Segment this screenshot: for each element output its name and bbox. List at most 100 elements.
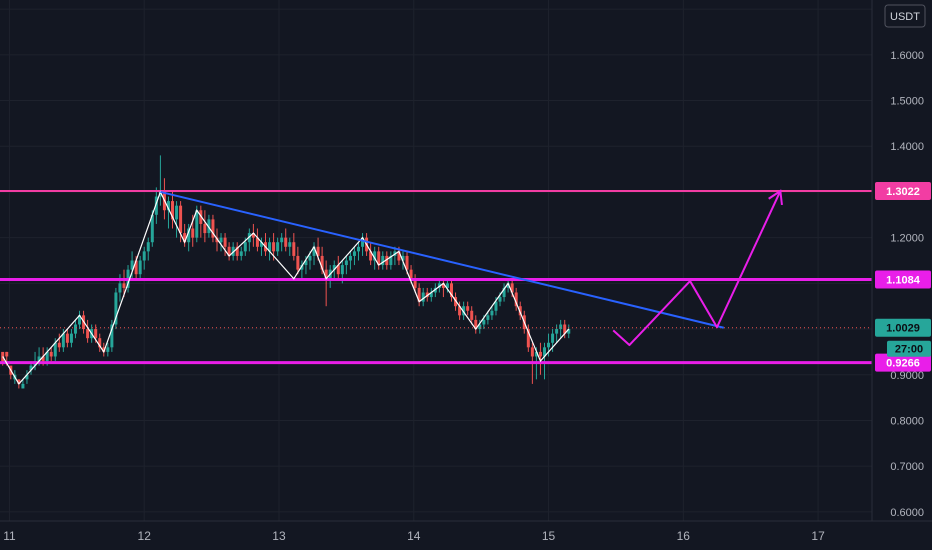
- level-price-label: 0.9266: [886, 358, 920, 370]
- candle: [284, 228, 288, 252]
- candle: [559, 319, 563, 339]
- x-tick-label: 16: [677, 529, 691, 543]
- candle: [441, 278, 445, 298]
- price-axis[interactable]: 0.60000.70000.80000.90001.00001.10001.20…: [871, 0, 932, 526]
- current-price-tag: [875, 318, 931, 337]
- candle-body: [94, 329, 98, 339]
- candle: [449, 278, 453, 302]
- candle-body: [37, 356, 41, 362]
- candle-body: [377, 251, 381, 266]
- candle-body: [21, 383, 25, 389]
- candle: [219, 233, 223, 252]
- x-tick-label: 17: [811, 529, 825, 543]
- candle: [389, 251, 393, 270]
- candle: [21, 379, 25, 389]
- candle-body: [449, 283, 453, 298]
- candle-body: [146, 242, 150, 252]
- candle-body: [490, 310, 494, 316]
- candle-body: [510, 283, 514, 293]
- level-price-tag: [875, 270, 931, 289]
- candle-body: [542, 347, 546, 357]
- candle: [69, 329, 73, 348]
- candle-body: [187, 228, 191, 243]
- candle: [203, 210, 207, 243]
- level-price-label: 1.1084: [886, 275, 921, 287]
- candle-body: [114, 292, 118, 325]
- candle-body: [251, 233, 255, 238]
- candle-body: [458, 306, 462, 316]
- candle-body: [134, 260, 138, 275]
- candle: [146, 237, 150, 261]
- quote-unit-box[interactable]: USDT: [884, 4, 926, 28]
- candle-body: [65, 333, 69, 343]
- candle: [211, 214, 215, 243]
- x-tick-label: 15: [542, 529, 556, 543]
- candle: [25, 370, 29, 384]
- candle: [187, 223, 191, 252]
- zigzag-line[interactable]: [2, 190, 570, 385]
- candle-body: [106, 347, 110, 352]
- y-tick-label: 0.8000: [890, 415, 924, 427]
- candle-body: [207, 219, 211, 234]
- candle-body: [272, 242, 276, 252]
- time-axis[interactable]: 11 12 13 14 15 16 17: [0, 520, 932, 550]
- candle: [207, 214, 211, 238]
- candle: [179, 201, 183, 243]
- candle-body: [361, 237, 365, 247]
- candle: [421, 287, 425, 307]
- candle-body: [470, 310, 474, 320]
- candle-body: [425, 292, 429, 298]
- candle: [227, 242, 231, 261]
- candle: [130, 251, 134, 279]
- candle-body: [389, 255, 393, 266]
- candle-body: [288, 242, 292, 247]
- current-price-label: 1.0029: [886, 323, 920, 335]
- candle-body: [312, 246, 316, 256]
- candle-body: [179, 205, 183, 234]
- candle-body: [385, 255, 389, 266]
- candle-body: [215, 237, 219, 243]
- y-tick-label: 0.9000: [890, 370, 924, 382]
- candle: [486, 310, 490, 325]
- candle-body: [336, 265, 340, 275]
- candle-body: [559, 324, 563, 330]
- candle-body: [308, 255, 312, 261]
- candle-body: [284, 237, 288, 247]
- candle-body: [158, 191, 162, 197]
- candle: [506, 278, 510, 293]
- candle-body: [61, 333, 65, 348]
- candle: [514, 287, 518, 311]
- time-axis-background: [0, 521, 932, 550]
- candle-body: [57, 342, 61, 348]
- candle: [65, 329, 69, 348]
- projection-arrow-head: [768, 189, 783, 206]
- candle-body: [498, 297, 502, 302]
- candle-body: [78, 315, 82, 325]
- candle-body: [486, 315, 490, 320]
- candle-body: [413, 278, 417, 288]
- candle: [466, 301, 470, 316]
- y-tick-label: 0.6000: [890, 507, 924, 519]
- candle-body: [110, 324, 114, 348]
- candle: [454, 292, 458, 311]
- candle-body: [369, 251, 373, 261]
- candle: [292, 233, 296, 261]
- candle: [377, 246, 381, 270]
- projection-path[interactable]: [612, 190, 782, 347]
- candle: [490, 306, 494, 320]
- candle-body: [268, 242, 272, 252]
- candle: [348, 251, 352, 270]
- candle-body: [276, 242, 280, 252]
- candle: [324, 260, 328, 307]
- candle: [268, 237, 272, 261]
- candle-body: [534, 351, 538, 357]
- candle-body: [357, 246, 361, 252]
- descending-trendline[interactable]: [160, 190, 724, 329]
- level-price-label: 1.3022: [886, 186, 920, 198]
- candle: [445, 278, 449, 293]
- candle-body: [478, 324, 482, 330]
- candle: [425, 287, 429, 302]
- candle: [433, 283, 437, 298]
- candle: [526, 324, 530, 352]
